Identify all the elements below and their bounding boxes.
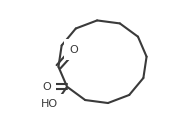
Text: O: O (42, 82, 51, 92)
Text: O: O (69, 45, 78, 55)
Text: HO: HO (41, 99, 59, 109)
